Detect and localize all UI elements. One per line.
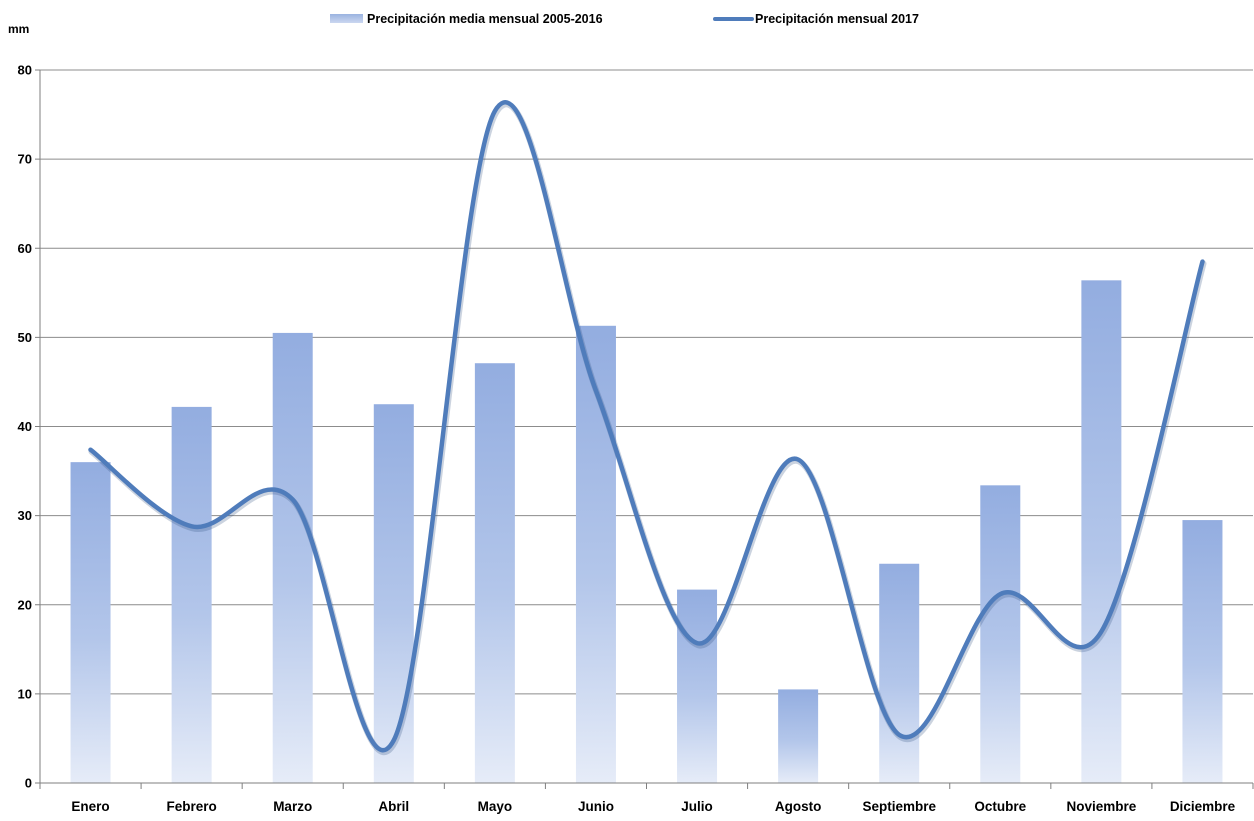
legend-label-bar-series: Precipitación media mensual 2005-2016 — [367, 12, 603, 26]
axes — [35, 69, 1254, 789]
bar — [575, 325, 616, 783]
y-tick-label: 0 — [25, 776, 32, 791]
legend-label-line-series: Precipitación mensual 2017 — [755, 12, 919, 26]
legend-swatch-bar — [330, 14, 363, 23]
bar — [1182, 520, 1223, 783]
x-tick-label: Mayo — [478, 799, 513, 814]
x-tick-label: Enero — [71, 799, 109, 814]
y-tick-label: 20 — [18, 597, 32, 612]
gridlines — [40, 69, 1253, 695]
y-tick-label: 50 — [18, 330, 32, 345]
line-series-path — [88, 100, 1205, 753]
x-tick-label: Noviembre — [1066, 799, 1136, 814]
bar-series — [70, 280, 1223, 783]
y-tick-label: 10 — [18, 686, 32, 701]
bar — [474, 363, 515, 783]
x-tick-label: Julio — [681, 799, 713, 814]
y-axis-unit-label: mm — [8, 22, 29, 36]
x-tick-label: Febrero — [166, 799, 216, 814]
bar — [1081, 280, 1122, 783]
bar — [778, 689, 819, 783]
y-tick-label: 30 — [18, 508, 32, 523]
x-tick-label: Diciembre — [1170, 799, 1236, 814]
bar — [171, 406, 212, 783]
x-tick-label: Septiembre — [862, 799, 936, 814]
y-tick-label: 80 — [18, 63, 32, 78]
line-series-shadow — [88, 101, 1207, 756]
line-series — [88, 100, 1207, 756]
axis-labels: mm 0 10 20 30 40 50 60 70 80 Enero Febrero Marzo Abr… — [8, 22, 1236, 814]
y-tick-label: 60 — [18, 241, 32, 256]
x-tick-label: Abril — [378, 799, 409, 814]
x-tick-label: Agosto — [775, 799, 822, 814]
x-tick-label: Marzo — [273, 799, 312, 814]
x-tick-label: Octubre — [974, 799, 1026, 814]
y-tick-label: 70 — [18, 152, 32, 167]
bar — [272, 332, 313, 783]
bar — [879, 563, 920, 783]
bar — [980, 485, 1021, 783]
x-tick-label: Junio — [578, 799, 614, 814]
bar — [677, 589, 718, 783]
y-tick-label: 40 — [18, 419, 32, 434]
bar — [373, 404, 414, 783]
bar — [70, 462, 111, 783]
legend: Precipitación media mensual 2005-2016 Pr… — [330, 12, 919, 26]
